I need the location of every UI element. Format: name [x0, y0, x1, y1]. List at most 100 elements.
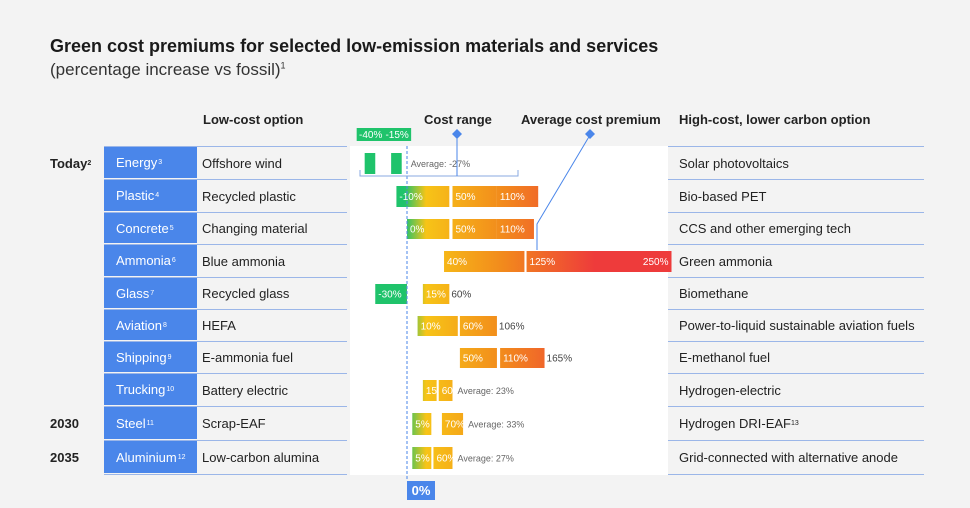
segment-label: -10% — [399, 192, 422, 203]
category-footnote: 7 — [150, 289, 155, 297]
period-label: Today 2 — [50, 147, 91, 179]
high-cost-text: Solar photovoltaics — [679, 155, 789, 171]
range-bar — [375, 284, 407, 304]
range-bar — [422, 380, 437, 401]
energy-range-box — [356, 128, 385, 141]
category-footnote: 4 — [155, 192, 160, 199]
category-label: Glass 7 — [104, 278, 197, 308]
category-text: Ammonia — [116, 253, 171, 268]
high-cost-text: Biomethane — [679, 286, 749, 301]
high-cost-option: Grid-connected with alternative anode — [679, 441, 898, 474]
range-bar — [452, 219, 497, 239]
category-label: Plastic 4 — [104, 180, 197, 211]
subtitle-text: (percentage increase vs fossil) — [50, 60, 281, 79]
segment-label: 5% — [415, 420, 430, 431]
range-bar — [396, 186, 450, 207]
zero-axis-label: 0% — [407, 481, 435, 500]
energy-range-label: -40% — [359, 130, 382, 141]
high-cost-footnote: 13 — [790, 420, 799, 427]
category-text: Concrete — [116, 220, 169, 236]
low-cost-option: Recycled plastic — [202, 188, 296, 204]
range-bar — [422, 284, 450, 304]
row-divider — [104, 406, 347, 407]
energy-range-label: -15% — [385, 130, 408, 141]
high-cost-option: Hydrogen DRI-EAF 13 — [679, 407, 799, 440]
category-text: Aluminium — [116, 449, 177, 465]
low-cost-option: Scrap-EAF — [202, 416, 266, 431]
segment-label: 50% — [455, 192, 475, 203]
row-divider — [668, 373, 924, 374]
category-label: Energy 3 — [104, 147, 197, 178]
low-cost-option: Offshore wind — [202, 155, 282, 171]
category-footnote: 8 — [163, 321, 167, 329]
category-label: Ammonia 6 — [104, 245, 197, 276]
row-divider — [104, 212, 347, 213]
segment-label: 70% — [445, 420, 465, 431]
row-divider — [104, 244, 347, 245]
energy-range-box — [383, 128, 412, 141]
high-cost-option: Power-to-liquid sustainable aviation fue… — [679, 310, 915, 341]
row-divider — [104, 474, 347, 475]
high-cost-text: Green ammonia — [679, 253, 773, 269]
range-bar — [441, 413, 464, 435]
row-divider — [668, 309, 924, 310]
category-label: Aviation 8 — [104, 310, 197, 340]
row-divider — [668, 244, 924, 245]
range-bar — [412, 413, 432, 435]
range-max-label: 60% — [451, 290, 471, 301]
period-text: 2035 — [50, 450, 79, 465]
period-label: 2035 — [50, 441, 79, 474]
segment-label: -30% — [378, 290, 401, 301]
cost-range-diamond-icon — [452, 129, 462, 139]
header-average: Average cost premium — [521, 112, 661, 127]
range-bar — [459, 348, 497, 368]
row-divider — [668, 179, 924, 180]
segment-label: 125% — [530, 257, 556, 268]
category-footnote: 6 — [171, 257, 176, 264]
segment-label: 15% — [426, 290, 446, 301]
range-bar — [496, 186, 539, 207]
row-divider — [104, 309, 347, 310]
category-label: Steel 11 — [104, 407, 197, 439]
range-bar — [500, 348, 545, 368]
cost-range-bracket — [359, 170, 519, 177]
category-footnote: 3 — [158, 159, 163, 166]
row-divider — [668, 474, 924, 475]
category-footnote: 10 — [166, 386, 175, 393]
high-cost-option: Solar photovoltaics — [679, 147, 789, 179]
average-label: Average: 27% — [457, 454, 513, 464]
category-label: Aluminium 12 — [104, 441, 197, 473]
high-cost-option: Biomethane — [679, 278, 748, 309]
period-text: 2030 — [50, 416, 79, 431]
category-text: Energy — [116, 155, 158, 170]
range-bar — [459, 316, 497, 336]
high-cost-text: Hydrogen-electric — [679, 382, 781, 398]
high-cost-text: E-methanol fuel — [679, 350, 771, 365]
row-divider — [668, 146, 924, 147]
row-divider — [104, 179, 347, 180]
high-cost-option: E-methanol fuel — [679, 342, 770, 373]
category-text: Steel — [116, 415, 146, 431]
row-divider — [104, 277, 347, 278]
high-cost-text: Power-to-liquid sustainable aviation fue… — [679, 318, 915, 333]
category-text: Aviation — [116, 317, 163, 333]
row-divider — [668, 440, 924, 441]
chart-title: Green cost premiums for selected low-emi… — [50, 36, 659, 56]
category-text: Plastic — [116, 188, 155, 203]
header-high-cost: High-cost, lower carbon option — [679, 112, 871, 127]
high-cost-text: Grid-connected with alternative anode — [679, 450, 898, 465]
category-text: Shipping — [116, 349, 167, 365]
category-label: Shipping 9 — [104, 342, 197, 372]
category-footnote: 11 — [146, 419, 154, 427]
category-label: Concrete 5 — [104, 213, 197, 243]
category-footnote: 12 — [177, 453, 186, 461]
row-divider — [104, 440, 347, 441]
range-bar — [526, 251, 672, 272]
category-text: Glass — [116, 285, 150, 301]
low-cost-option: Recycled glass — [202, 286, 290, 301]
range-bar — [452, 186, 497, 207]
range-max-label: 165% — [547, 354, 573, 365]
segment-label: 110% — [500, 192, 525, 203]
row-divider — [104, 146, 347, 147]
segment-label: 60% — [442, 386, 462, 397]
